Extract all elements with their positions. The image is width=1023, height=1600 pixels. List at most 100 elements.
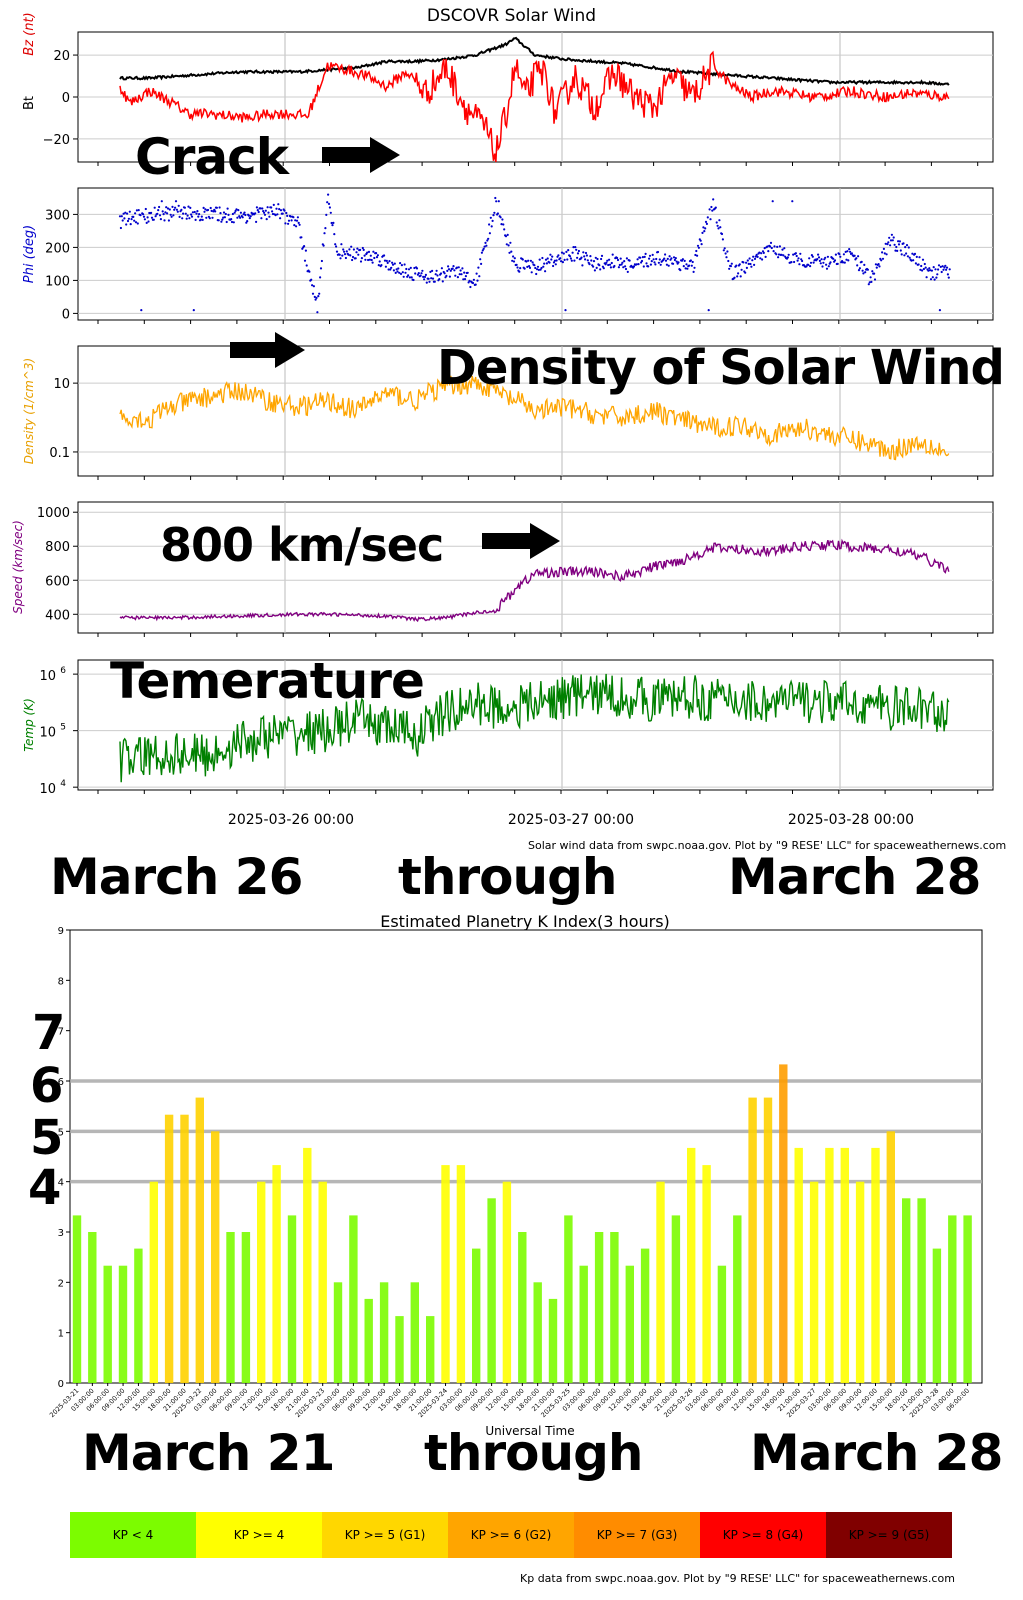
phi-point: [895, 245, 898, 249]
phi-point: [536, 268, 539, 271]
phi-point: [153, 206, 156, 209]
phi-point: [224, 212, 227, 216]
phi-point: [494, 196, 497, 200]
y-axis-label-bz: Bz (nt): [22, 12, 37, 55]
phi-point: [295, 219, 299, 222]
phi-point: [343, 253, 347, 256]
phi-point: [359, 248, 362, 251]
phi-point: [308, 270, 311, 273]
phi-point: [801, 259, 804, 263]
phi-point: [516, 266, 519, 269]
phi-point: [413, 266, 416, 270]
phi-point: [891, 239, 894, 242]
phi-point: [435, 269, 438, 272]
phi-point: [742, 261, 745, 264]
phi-point: [208, 217, 211, 220]
phi-point: [655, 257, 658, 261]
y-tick-label: 0: [62, 91, 70, 106]
phi-point: [257, 210, 260, 214]
phi-point: [776, 245, 779, 248]
phi-point: [195, 212, 198, 215]
phi-point: [419, 274, 422, 277]
phi-point: [695, 249, 698, 253]
phi-point: [875, 266, 878, 269]
kp-bar: [917, 1198, 926, 1383]
phi-point: [749, 262, 752, 266]
kp-bar: [932, 1248, 942, 1383]
phi-point: [624, 267, 628, 271]
phi-point: [421, 269, 424, 272]
phi-point: [549, 253, 552, 256]
phi-point: [328, 206, 331, 209]
phi-point: [694, 253, 697, 257]
phi-point: [231, 212, 234, 216]
kp-bar: [72, 1215, 82, 1383]
phi-point: [303, 259, 307, 262]
phi-point: [238, 215, 241, 218]
phi-point: [324, 227, 327, 230]
phi-point: [472, 278, 475, 281]
phi-point: [664, 259, 668, 262]
phi-point: [284, 222, 287, 225]
phi-point: [791, 200, 794, 203]
phi-point: [300, 236, 303, 239]
phi-point: [487, 237, 490, 240]
phi-point: [126, 212, 129, 215]
phi-point: [884, 242, 887, 245]
phi-point: [355, 251, 358, 254]
phi-point: [610, 261, 613, 265]
phi-point: [871, 270, 874, 273]
kp-chart: Estimated Planetry K Index(3 hours): [0, 900, 1023, 1600]
phi-point: [528, 266, 532, 269]
phi-point: [389, 268, 392, 271]
phi-point: [795, 254, 798, 258]
phi-point: [870, 280, 873, 283]
phi-point: [881, 257, 885, 260]
phi-point: [490, 225, 493, 228]
phi-point: [188, 217, 191, 220]
phi-point: [581, 264, 584, 267]
phi-point: [605, 261, 608, 264]
kp-bar: [902, 1198, 911, 1383]
phi-point: [877, 263, 880, 266]
phi-point: [584, 251, 588, 255]
phi-point: [689, 259, 693, 262]
range2-mid-label: through: [424, 1424, 643, 1482]
kp-bar: [779, 1064, 788, 1383]
kp-mark-5: 5: [30, 1110, 63, 1166]
phi-point: [922, 267, 926, 271]
kp-bar: [379, 1282, 389, 1383]
phi-point: [375, 252, 378, 255]
phi-point: [622, 266, 625, 269]
phi-point: [683, 259, 686, 262]
phi-point: [648, 254, 652, 257]
kp-xlabel: Universal Time: [485, 1424, 575, 1438]
phi-point: [410, 276, 413, 279]
phi-point: [588, 263, 591, 266]
arrow-head: [530, 523, 560, 559]
phi-point: [466, 271, 469, 274]
phi-point: [325, 213, 328, 216]
phi-point: [170, 215, 173, 218]
phi-point: [546, 257, 549, 260]
phi-point: [157, 209, 160, 212]
phi-point: [333, 233, 336, 236]
phi-point: [582, 251, 585, 254]
phi-point: [185, 217, 188, 220]
phi-point: [659, 263, 662, 266]
phi-point: [394, 271, 397, 274]
phi-point: [658, 258, 661, 261]
phi-point: [738, 263, 741, 266]
phi-point: [562, 252, 565, 255]
phi-point: [787, 253, 790, 256]
phi-point: [219, 212, 222, 215]
phi-point: [392, 269, 395, 272]
phi-point: [759, 257, 762, 260]
legend-swatch: [448, 1512, 574, 1558]
kp-bar: [103, 1265, 112, 1383]
phi-point: [339, 257, 342, 260]
phi-point: [400, 264, 403, 267]
phi-point: [894, 249, 897, 252]
phi-point: [651, 253, 654, 256]
phi-point: [938, 309, 942, 312]
